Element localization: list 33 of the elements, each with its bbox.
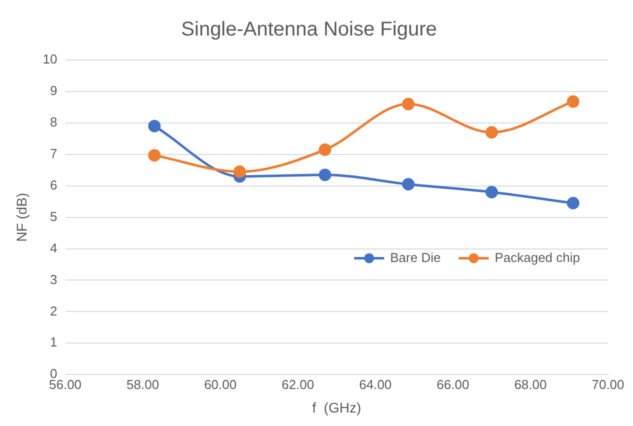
y-tick-label: 3 xyxy=(50,272,58,287)
y-tick-label: 6 xyxy=(50,177,58,192)
point xyxy=(566,196,580,210)
x-tick-label: 66.00 xyxy=(436,376,470,392)
point xyxy=(233,165,246,178)
x-axis-title: f (GHz) xyxy=(312,399,362,416)
y-tick-label: 4 xyxy=(50,240,58,256)
x-tick-label: 70.00 xyxy=(592,376,624,392)
x-tick-label: 58.00 xyxy=(126,376,160,392)
x-tick-label: 64.00 xyxy=(359,376,392,392)
point xyxy=(318,143,332,156)
point xyxy=(148,149,161,162)
y-tick-label: 2 xyxy=(50,303,58,318)
x-tick-label: 60.00 xyxy=(204,376,237,392)
y-tick-label: 1 xyxy=(50,334,58,350)
point xyxy=(318,168,332,182)
legend-label: Bare Die xyxy=(390,250,441,265)
y-tick-label: 10 xyxy=(42,52,58,67)
x-tick-label: 68.00 xyxy=(514,376,547,392)
y-axis-title: NF (dB) xyxy=(13,192,30,242)
legend-label: Packaged chip xyxy=(494,250,580,265)
point xyxy=(148,120,161,132)
x-tick-label: 62.00 xyxy=(282,376,314,392)
y-tick-label: 5 xyxy=(50,208,58,224)
y-tick-label: 8 xyxy=(50,114,58,130)
point xyxy=(485,186,498,198)
point xyxy=(402,178,415,191)
y-tick-label: 9 xyxy=(50,83,58,98)
chart-title: Single-Antenna Noise Figure xyxy=(181,18,437,41)
point xyxy=(566,95,580,108)
point xyxy=(485,126,498,139)
y-tick-label: 7 xyxy=(50,146,58,161)
point xyxy=(402,98,415,110)
